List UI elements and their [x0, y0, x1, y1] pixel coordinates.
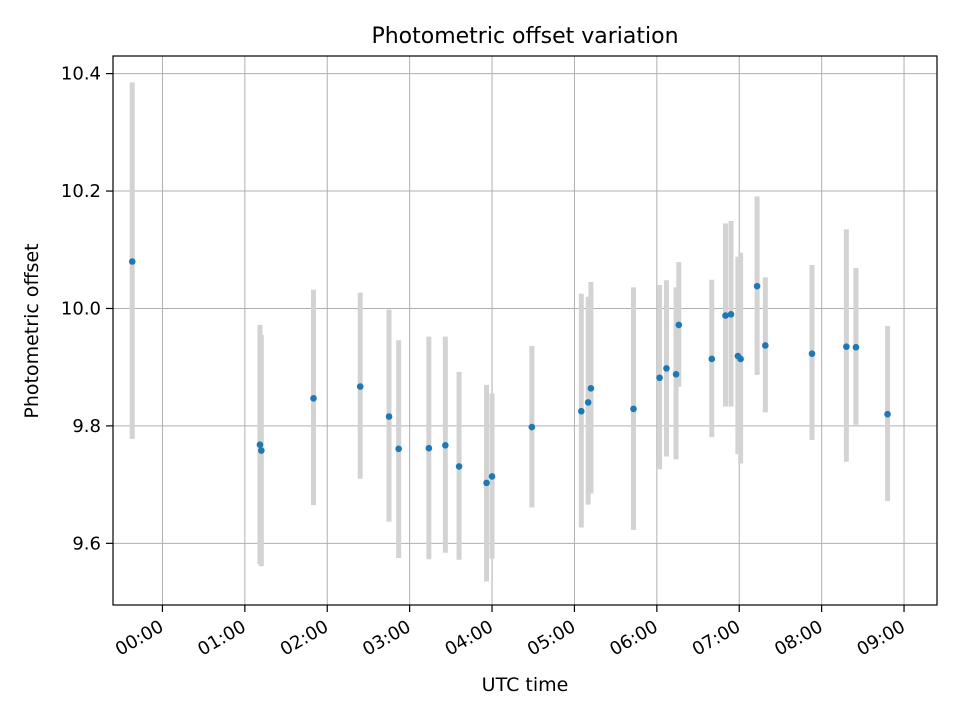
data-point	[808, 350, 816, 357]
data-point	[395, 445, 402, 453]
y-axis-ticks: 9.6 9.8 10.0 10.2 10.4	[61, 64, 113, 554]
data-point	[488, 473, 496, 480]
data-point	[578, 407, 585, 415]
data-point	[587, 385, 595, 392]
y-tick-label: 9.8	[72, 416, 101, 437]
data-point	[256, 441, 264, 449]
data-point	[843, 343, 850, 350]
data-point	[708, 355, 716, 363]
data-point	[442, 441, 449, 449]
data-point	[722, 312, 729, 319]
y-tick-label: 9.6	[72, 533, 101, 554]
data-point	[310, 395, 317, 402]
data-point	[727, 311, 735, 318]
data-point	[483, 479, 490, 487]
data-point	[884, 410, 891, 418]
data-point	[753, 282, 761, 290]
data-point	[528, 423, 536, 431]
data-point	[356, 383, 364, 390]
data-point	[663, 365, 670, 372]
data-point	[630, 405, 637, 413]
y-tick-label: 10.4	[61, 64, 101, 85]
data-point	[852, 343, 860, 351]
data-point	[675, 321, 683, 329]
data-point	[762, 342, 769, 349]
data-point	[737, 355, 744, 363]
x-axis-label: UTC time	[482, 674, 569, 696]
data-point	[258, 447, 265, 454]
plot-frame	[112, 55, 938, 606]
gridlines	[113, 56, 937, 605]
data-point	[425, 444, 433, 452]
chart-title: Photometric offset variation	[371, 24, 678, 49]
data-point	[656, 374, 663, 382]
y-axis-label: Photometric offset	[21, 243, 43, 418]
y-tick-label: 10.2	[61, 181, 101, 202]
data-point	[128, 258, 136, 265]
data-points	[128, 258, 891, 487]
data-point	[584, 399, 592, 406]
data-point	[455, 463, 463, 470]
data-point	[385, 413, 393, 420]
y-tick-label: 10.0	[61, 298, 101, 319]
data-point	[672, 370, 680, 378]
